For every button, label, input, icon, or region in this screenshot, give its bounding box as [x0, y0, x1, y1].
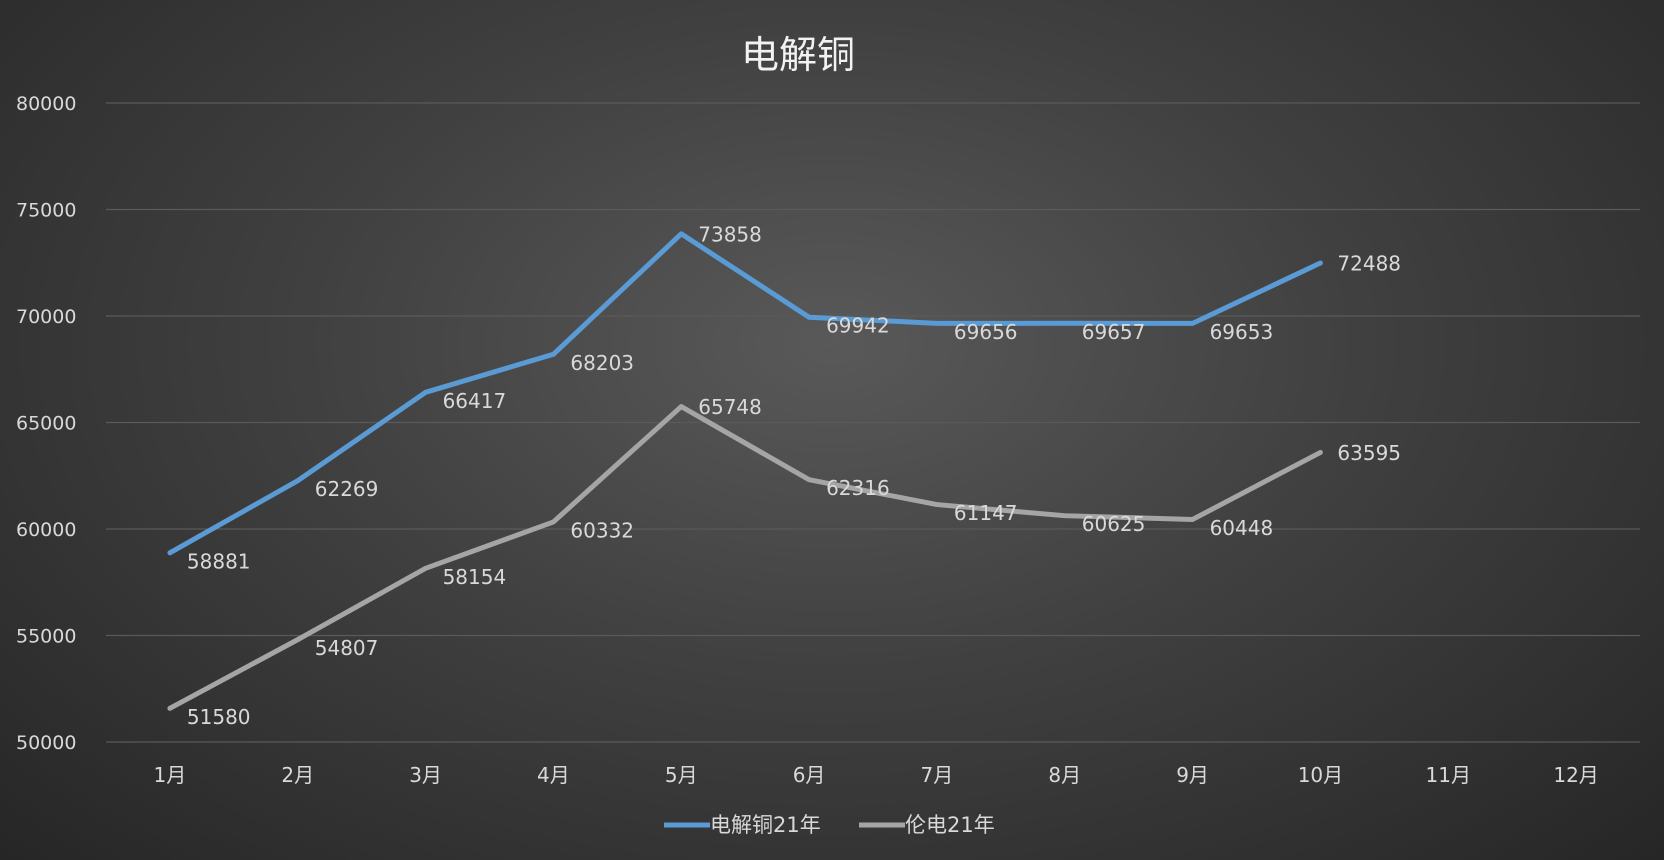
data-label: 72488	[1337, 252, 1401, 276]
y-tick-label: 80000	[16, 93, 76, 115]
x-tick-label: 9月	[1176, 763, 1209, 787]
x-tick-label: 2月	[281, 763, 314, 787]
data-label: 62316	[826, 476, 890, 500]
data-label: 68203	[570, 351, 634, 375]
chart-title: 电解铜	[741, 33, 855, 77]
x-tick-label: 10月	[1298, 763, 1343, 787]
series-line	[167, 404, 1323, 711]
y-tick-label: 70000	[16, 306, 76, 328]
legend-label: 电解铜21年	[710, 813, 821, 837]
data-label: 61147	[954, 501, 1018, 525]
data-label: 73858	[698, 222, 762, 246]
x-tick-label: 5月	[665, 763, 698, 787]
x-tick-label: 6月	[793, 763, 826, 787]
x-tick-label: 1月	[154, 763, 187, 787]
data-label: 69656	[954, 320, 1018, 344]
data-label: 65748	[698, 395, 762, 419]
data-label: 58154	[443, 565, 507, 589]
data-label: 69653	[1210, 320, 1274, 344]
data-label: 54807	[315, 636, 379, 660]
x-tick-label: 3月	[409, 763, 442, 787]
x-tick-label: 11月	[1426, 763, 1471, 787]
data-label: 60625	[1082, 512, 1146, 536]
x-tick-label: 8月	[1048, 763, 1081, 787]
x-tick-label: 12月	[1553, 763, 1598, 787]
data-label: 69657	[1082, 320, 1146, 344]
data-label: 51580	[187, 705, 251, 729]
y-tick-label: 55000	[16, 626, 76, 648]
data-label: 60332	[570, 518, 634, 542]
data-label: 58881	[187, 549, 251, 573]
y-tick-label: 65000	[16, 413, 76, 435]
series-line	[167, 231, 1323, 556]
data-label: 60448	[1210, 516, 1274, 540]
legend-label: 伦电21年	[905, 813, 995, 837]
data-label: 62269	[315, 477, 379, 501]
x-tick-label: 7月	[921, 763, 954, 787]
data-label: 69942	[826, 314, 890, 338]
y-tick-label: 75000	[16, 200, 76, 222]
y-tick-label: 60000	[16, 519, 76, 541]
x-tick-label: 4月	[537, 763, 570, 787]
data-label: 63595	[1337, 441, 1401, 465]
data-label: 66417	[443, 389, 507, 413]
y-tick-label: 50000	[16, 732, 76, 754]
